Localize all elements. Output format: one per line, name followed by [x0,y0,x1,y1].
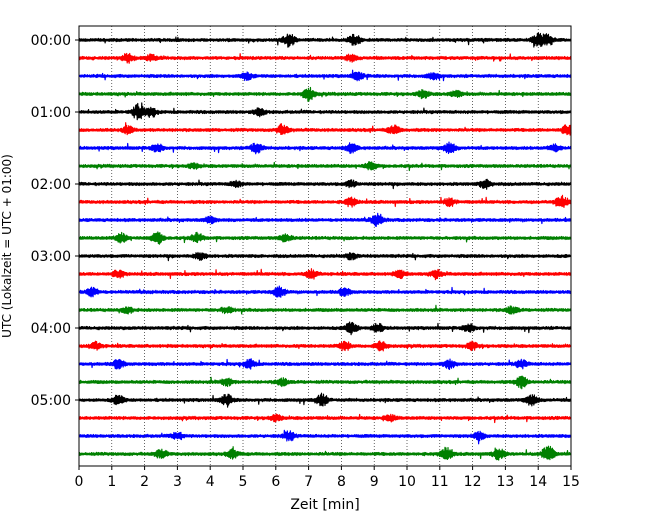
trace-0315 [78,268,572,281]
trace-0215 [78,194,572,209]
x-tick-label: 1 [107,474,116,490]
trace-0030 [78,69,572,82]
trace-0300 [78,251,572,262]
x-tick-label: 10 [398,474,416,490]
trace-0430 [78,358,572,371]
y-tick-label: 04:00 [31,321,71,337]
trace-0230 [78,212,572,228]
trace-0115 [78,122,572,136]
x-tick-label: 15 [562,474,580,490]
trace-0500 [78,392,572,408]
trace-0330 [78,285,572,298]
x-tick-label: 0 [75,474,84,490]
trace-0345 [78,304,572,315]
x-tick-label: 9 [370,474,379,490]
trace-0400 [78,321,572,336]
trace-0100 [78,102,572,121]
y-tick-label: 00:00 [31,33,71,49]
trace-0045 [78,86,572,102]
trace-0145 [78,161,572,172]
x-tick-label: 5 [239,474,248,490]
x-tick-label: 11 [431,474,449,490]
x-axis-label: Zeit [min] [290,497,359,513]
trace-0530 [78,429,572,445]
x-tick-label: 12 [464,474,482,490]
y-tick-label: 03:00 [31,249,71,265]
x-tick-label: 6 [271,474,280,490]
x-tick-label: 14 [529,474,547,490]
trace-0515 [78,413,572,424]
x-tick-label: 3 [173,474,182,490]
x-tick-label: 7 [304,474,313,490]
y-axis-label: UTC (Lokalzeit = UTC + 01:00) [0,154,14,338]
trace-0445 [78,375,572,390]
grid-lines [111,26,539,466]
trace-0200 [78,178,572,190]
y-tick-label: 05:00 [31,393,71,409]
x-tick-label: 4 [206,474,215,490]
trace-area [78,32,572,461]
x-tick-label: 13 [496,474,514,490]
trace-0415 [78,340,572,352]
x-axis: 0 1 2 3 4 5 6 7 8 9 10 11 12 13 14 15 [75,466,580,490]
y-tick-label: 01:00 [31,105,71,121]
x-tick-label: 8 [337,474,346,490]
trace-0015 [78,52,572,64]
trace-0245 [78,231,572,245]
x-tick-label: 2 [140,474,149,490]
trace-0545 [78,445,572,461]
y-axis: 00:00 01:00 02:00 03:00 04:00 05:00 [31,33,79,409]
plot-frame [78,25,572,467]
y-tick-label: 02:00 [31,177,71,193]
trace-0130 [78,141,572,155]
trace-0000 [78,32,572,48]
